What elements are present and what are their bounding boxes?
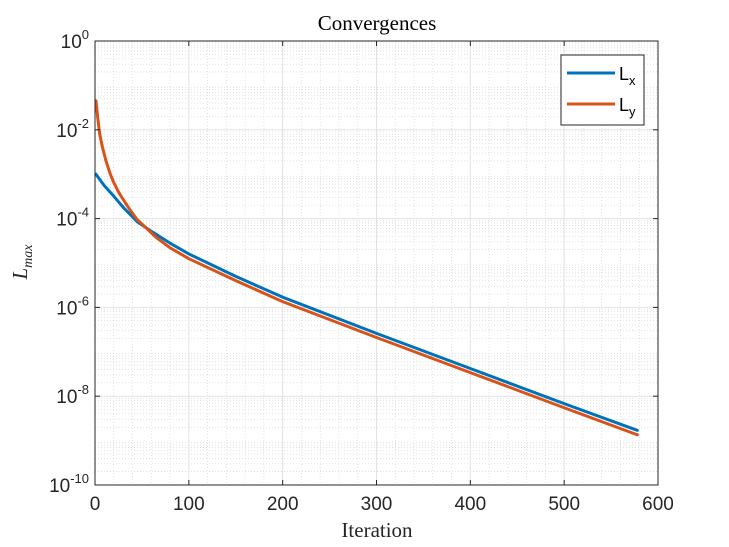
y-tick-label-base: 10 <box>56 121 77 142</box>
legend: Lx Ly <box>560 54 645 126</box>
y-tick-label: 10-4 <box>56 205 89 231</box>
x-tick-label: 600 <box>642 494 674 515</box>
x-tick-label: 100 <box>173 494 205 515</box>
y-tick-label-base: 10 <box>56 387 77 408</box>
y-tick-label: 10-10 <box>49 471 89 497</box>
y-tick-label-exponent: -10 <box>70 471 89 486</box>
chart-title: Convergences <box>318 11 437 35</box>
series-layer <box>94 99 639 437</box>
y-tick-label-exponent: 0 <box>82 27 89 42</box>
y-tick-label-exponent: -2 <box>77 116 89 131</box>
legend-label-lx: Lx <box>619 64 636 88</box>
tick-marks <box>94 40 659 486</box>
y-tick-label-exponent: -8 <box>77 382 89 397</box>
x-tick-label: 500 <box>548 494 580 515</box>
legend-label-ly-main: L <box>619 95 629 115</box>
y-tick-label: 10-8 <box>56 382 89 408</box>
y-tick-label-base: 10 <box>61 32 82 53</box>
x-tick-labels: 0 100 200 300 400 500 600 <box>90 494 674 515</box>
y-axis-label-sub: max <box>21 244 36 268</box>
y-tick-label: 10-2 <box>56 116 89 142</box>
legend-label-lx-sub: x <box>629 73 636 88</box>
y-tick-label: 100 <box>61 27 89 53</box>
series-line-ly <box>94 99 639 437</box>
legend-label-lx-main: L <box>619 64 629 84</box>
y-tick-label-base: 10 <box>49 476 70 497</box>
y-axis-label-main: L <box>8 268 32 281</box>
series-line-lx <box>94 172 639 432</box>
legend-label-ly: Ly <box>619 95 636 119</box>
x-tick-label: 0 <box>90 494 101 515</box>
y-axis-label: Lmax <box>8 244 36 281</box>
x-tick-label: 300 <box>361 494 393 515</box>
x-axis-label: Iteration <box>341 518 413 542</box>
x-tick-label: 200 <box>267 494 299 515</box>
y-tick-label-base: 10 <box>56 298 77 319</box>
legend-label-ly-sub: y <box>629 104 636 119</box>
y-tick-label-exponent: -4 <box>77 205 89 220</box>
legend-box <box>560 54 645 126</box>
x-tick-label: 400 <box>454 494 486 515</box>
y-tick-label-exponent: -6 <box>77 293 89 308</box>
y-tick-label: 10-6 <box>56 293 89 319</box>
y-tick-label-base: 10 <box>56 210 77 231</box>
